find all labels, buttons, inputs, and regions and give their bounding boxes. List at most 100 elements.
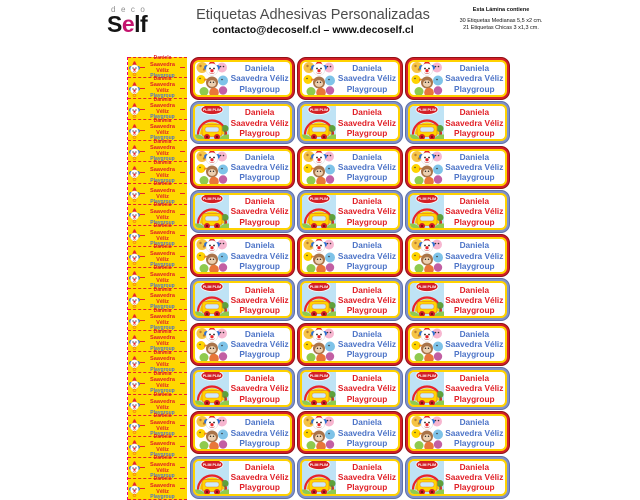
label-content: Daniela Saavedra Véliz Playgroup xyxy=(195,416,291,450)
label-name-text: Daniela Saavedra Véliz Playgroup xyxy=(336,62,397,95)
plim-plim-characters-illustration xyxy=(195,62,229,95)
surname-line: Saavedra Véliz xyxy=(140,420,185,432)
decorative-rule xyxy=(180,214,185,216)
decorative-rule xyxy=(140,67,145,69)
plim-plim-clown-icon xyxy=(129,333,140,350)
medium-label-red: Daniela Saavedra Véliz Playgroup xyxy=(297,411,403,455)
yellow-ring: Daniela Saavedra Véliz Playgroup xyxy=(407,237,507,275)
surname-line: Saavedra Véliz xyxy=(230,117,289,128)
medium-label-red: Daniela Saavedra Véliz Playgroup xyxy=(297,57,403,100)
decorative-rule xyxy=(180,108,185,110)
name-line: Daniela xyxy=(352,373,382,384)
label-name-text: Daniela Saavedra Véliz Playgroup xyxy=(444,283,505,316)
sheet-note-line1: Esta Lámina contiene xyxy=(472,7,530,13)
yellow-ring: Daniela Saavedra Véliz Playgroup xyxy=(193,237,293,275)
name-line: Daniela xyxy=(244,417,275,428)
surname-line: Saavedra Véliz xyxy=(140,251,185,263)
label-content: Daniela Saavedra Véliz Playgroup xyxy=(409,150,505,184)
decorative-rule xyxy=(180,172,185,174)
plim-plim-characters-illustration xyxy=(195,150,229,184)
label-content: PLIM PLIM Daniela Saavedra Véliz Playgroup xyxy=(195,460,291,494)
svg-text:PLIM PLIM: PLIM PLIM xyxy=(310,197,328,201)
decorative-rule xyxy=(140,235,145,237)
surname-line: Saavedra Véliz xyxy=(140,167,185,179)
name-line: Daniela xyxy=(153,307,172,314)
group-line: Playgroup xyxy=(239,127,280,138)
name-line: Daniela xyxy=(153,55,172,62)
plim-plim-clown-icon xyxy=(129,291,140,308)
yellow-ring: PLIM PLIM Daniela Saavedra Véliz Playgroup xyxy=(193,104,293,142)
yellow-ring: PLIM PLIM Daniela Saavedra Véliz Playgroup xyxy=(193,458,293,496)
small-label: Daniela Saavedra Véliz Playgroup xyxy=(128,456,187,479)
small-label-text: Daniela Saavedra Véliz Playgroup xyxy=(140,160,185,184)
plim-plim-clown-icon xyxy=(129,59,140,76)
small-label: Daniela Saavedra Véliz Playgroup xyxy=(128,224,187,247)
label-name-text: Daniela Saavedra Véliz Playgroup xyxy=(336,328,397,361)
small-label-text: Daniela Saavedra Véliz Playgroup xyxy=(140,203,185,226)
surname-line: Saavedra Véliz xyxy=(140,314,185,326)
yellow-ring: Daniela Saavedra Véliz Playgroup xyxy=(300,237,400,275)
medium-label-red: Daniela Saavedra Véliz Playgroup xyxy=(404,57,510,100)
decorative-rule xyxy=(180,67,185,69)
label-content: PLIM PLIM Daniela Saavedra Véliz Playgroup xyxy=(195,283,291,317)
group-line: Playgroup xyxy=(454,83,495,94)
small-label-text: Daniela Saavedra Véliz Playgroup xyxy=(140,245,185,268)
yellow-ring: PLIM PLIM Daniela Saavedra Véliz Playgroup xyxy=(300,104,400,142)
small-label: Daniela Saavedra Véliz Playgroup xyxy=(128,435,187,458)
label-name-text: Daniela Saavedra Véliz Playgroup xyxy=(229,106,290,139)
label-content: PLIM PLIM Daniela Saavedra Véliz Playgroup xyxy=(195,106,291,140)
label-content: Daniela Saavedra Véliz Playgroup xyxy=(195,327,291,361)
decorative-rule xyxy=(140,214,145,216)
svg-text:PLIM PLIM: PLIM PLIM xyxy=(418,463,436,467)
medium-label-blue: PLIM PLIM Daniela Saavedra Véliz Playgroup xyxy=(404,278,510,322)
plim-plim-clown-icon xyxy=(129,375,140,392)
group-line: Playgroup xyxy=(150,451,175,458)
group-line: Playgroup xyxy=(150,93,175,100)
small-label-text: Daniela Saavedra Véliz Playgroup xyxy=(140,182,185,205)
name-line: Daniela xyxy=(153,202,172,209)
plim-plim-clown-icon xyxy=(129,312,140,329)
medium-label-red: Daniela Saavedra Véliz Playgroup xyxy=(404,322,510,366)
surname-line: Saavedra Véliz xyxy=(140,335,185,347)
label-content: PLIM PLIM Daniela Saavedra Véliz Playgroup xyxy=(302,194,398,228)
group-line: Playgroup xyxy=(150,304,175,311)
surname-line: Saavedra Véliz xyxy=(337,206,397,217)
small-label: Daniela Saavedra Véliz Playgroup xyxy=(128,97,187,121)
plim-plim-characters-illustration xyxy=(410,150,444,184)
medium-label-red: Daniela Saavedra Véliz Playgroup xyxy=(404,145,510,189)
surname-line: Saavedra Véliz xyxy=(140,441,185,453)
small-label-text: Daniela Saavedra Véliz Playgroup xyxy=(140,350,185,374)
plim-plim-clown-icon xyxy=(129,143,140,160)
group-line: Playgroup xyxy=(150,282,175,289)
surname-line: Saavedra Véliz xyxy=(445,383,504,394)
label-name-text: Daniela Saavedra Véliz Playgroup xyxy=(336,372,397,405)
surname-line: Saavedra Véliz xyxy=(445,250,504,261)
svg-text:PLIM PLIM: PLIM PLIM xyxy=(418,197,436,201)
label-content: PLIM PLIM Daniela Saavedra Véliz Playgroup xyxy=(409,194,505,228)
plim-plim-bus-rainbow-illustration: PLIM PLIM xyxy=(195,106,229,140)
medium-label-blue: PLIM PLIM Daniela Saavedra Véliz Playgroup xyxy=(190,455,296,499)
medium-label-red: Daniela Saavedra Véliz Playgroup xyxy=(297,145,403,189)
surname-line: Saavedra Véliz xyxy=(230,250,289,261)
plim-plim-characters-illustration xyxy=(410,62,444,95)
plim-plim-clown-icon xyxy=(129,206,140,223)
small-label-text: Daniela Saavedra Véliz Playgroup xyxy=(140,76,185,100)
surname-line: Saavedra Véliz xyxy=(140,293,185,305)
name-line: Daniela xyxy=(244,328,275,339)
group-line: Playgroup xyxy=(150,219,175,226)
surname-line: Saavedra Véliz xyxy=(230,472,289,483)
decorative-rule xyxy=(180,340,185,342)
name-line: Daniela xyxy=(352,417,382,428)
small-label: Daniela Saavedra Véliz Playgroup xyxy=(128,160,187,184)
small-label: Daniela Saavedra Véliz Playgroup xyxy=(128,203,187,226)
name-line: Daniela xyxy=(244,63,275,74)
plim-plim-bus-rainbow-illustration: PLIM PLIM xyxy=(409,106,444,140)
label-content: PLIM PLIM Daniela Saavedra Véliz Playgroup xyxy=(302,372,398,406)
sheet-note-line3: 21 Etiquetas Chicas 3 x1,3 cm. xyxy=(463,25,539,31)
name-line: Daniela xyxy=(153,476,172,483)
surname-line: Saavedra Véliz xyxy=(337,161,397,172)
plim-plim-characters-illustration xyxy=(410,239,444,273)
group-line: Playgroup xyxy=(454,216,495,227)
decorative-rule xyxy=(140,382,145,384)
